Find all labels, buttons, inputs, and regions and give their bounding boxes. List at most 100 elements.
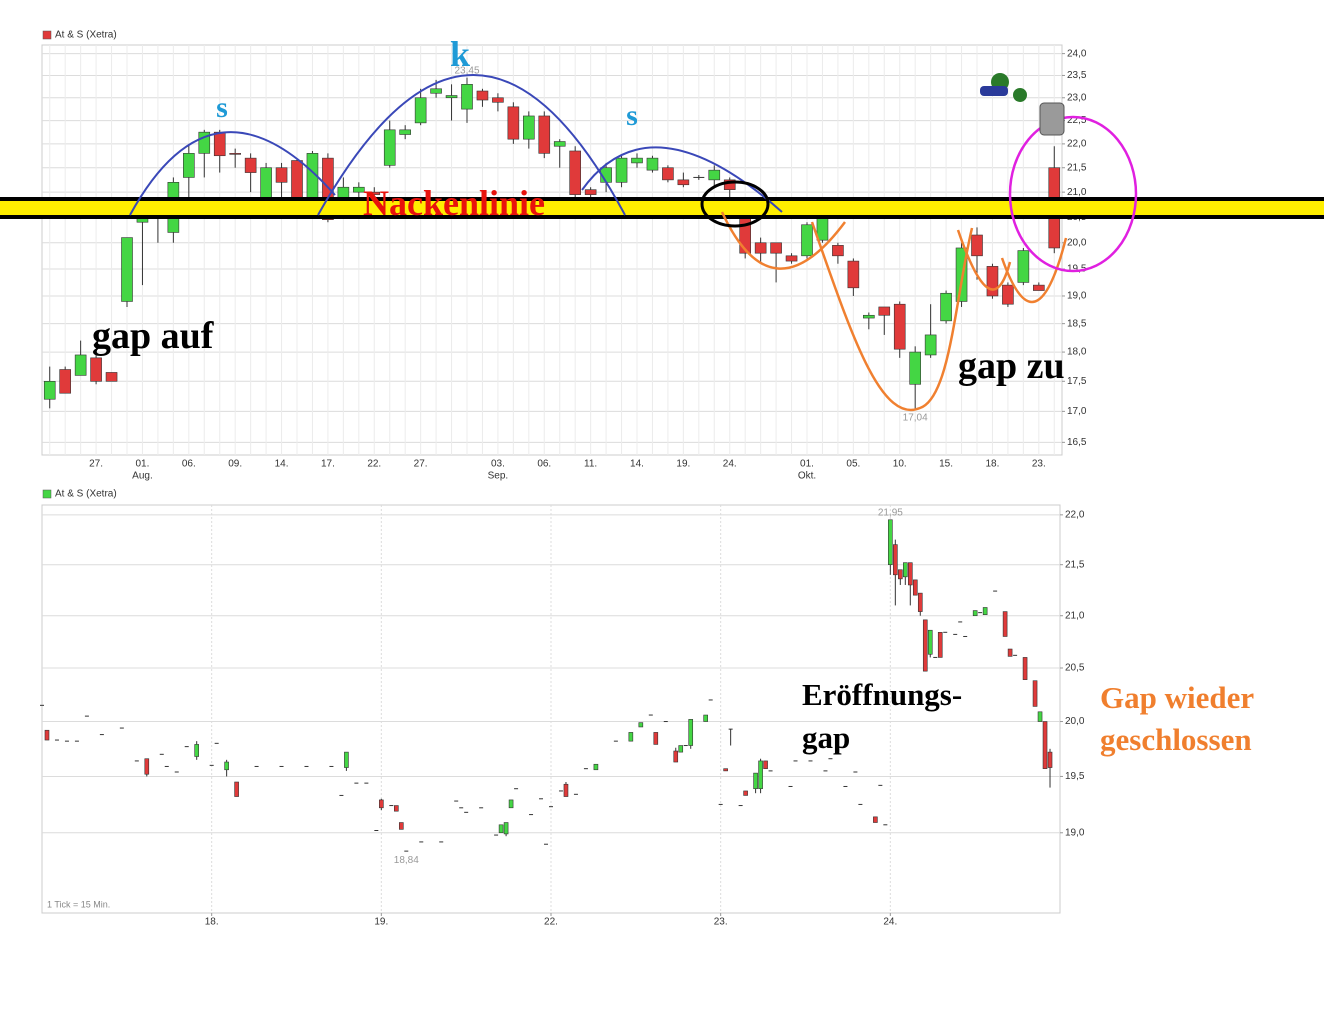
y-tick-label: 22,5 [1067, 115, 1087, 126]
candle-body [917, 592, 923, 612]
candle-body [194, 744, 199, 757]
x-tick-label: 17. [321, 459, 335, 470]
plot-area [41, 44, 1063, 456]
candle-body [584, 189, 597, 195]
candle-body [723, 768, 728, 772]
candle-body [677, 179, 690, 186]
x-tick-label: 24. [883, 917, 897, 928]
candle-body [90, 357, 102, 382]
candle-body [445, 95, 458, 99]
candle-body [907, 562, 913, 586]
legend-label: At & S (Xetra) [55, 30, 117, 41]
candle-body [662, 167, 674, 181]
candle-body [832, 245, 844, 257]
curve [720, 211, 847, 270]
y-tick-label: 22,0 [1067, 139, 1087, 150]
x-tick-label: 14. [275, 459, 289, 470]
y-tick-label: 20,0 [1065, 716, 1085, 727]
y-tick-label: 21,0 [1067, 187, 1087, 198]
candle-body [183, 153, 195, 178]
x-tick-label: 06. [182, 459, 196, 470]
x-tick-label: 18. [205, 917, 219, 928]
candle-body [144, 758, 150, 775]
candle-body [628, 732, 634, 742]
candle-body [893, 303, 906, 350]
neckline-band [0, 198, 1324, 218]
candle-body [638, 722, 644, 728]
y-tick-label: 21,5 [1065, 559, 1085, 570]
x-tick-label: 09. [228, 459, 242, 470]
candle-body [569, 150, 581, 195]
candle-body [398, 822, 404, 830]
candle-body [940, 292, 952, 322]
candle-body [763, 760, 768, 769]
candle-body [394, 805, 399, 812]
head-arc [317, 74, 626, 216]
annotation: gap auf [92, 315, 215, 357]
annotation: k [450, 34, 470, 74]
candle-body [523, 115, 535, 140]
candle-body [368, 191, 381, 195]
candle-body [878, 306, 891, 316]
legend-swatch [42, 30, 52, 40]
candle-body [770, 242, 782, 254]
candle-body [816, 216, 829, 241]
high-label: 23,45 [454, 65, 479, 76]
candle-body [646, 157, 659, 171]
candle-body [59, 369, 71, 394]
candle-body [1042, 721, 1048, 769]
candle-body [563, 783, 569, 797]
legend-swatch [42, 489, 52, 499]
candle-body [74, 354, 87, 376]
shoulder-arc [129, 131, 336, 216]
candle-body [982, 607, 988, 615]
x-tick-label: 23. [714, 917, 728, 928]
y-tick-label: 18,5 [1067, 318, 1087, 329]
candle-body [922, 619, 928, 672]
candle-body [937, 632, 943, 658]
x-tick-label: 22. [544, 917, 558, 928]
candle-body [507, 106, 520, 140]
x-tick-label: 06. [537, 459, 551, 470]
x-tick-label: 23. [1032, 459, 1046, 470]
candle-body [703, 714, 708, 722]
candle-body [379, 799, 384, 809]
candle-body [754, 242, 767, 254]
legend-label: At & S (Xetra) [55, 489, 117, 500]
annotation: geschlossen [1100, 722, 1252, 757]
note: 1 Tick = 15 Min. [47, 899, 110, 909]
x-month-label: Sep. [488, 471, 509, 482]
candle-body [1033, 284, 1045, 291]
candle-body [898, 569, 903, 580]
candle-body [43, 381, 56, 400]
annotation: gap [802, 720, 850, 755]
candle-body [430, 88, 442, 94]
x-tick-label: 19. [374, 917, 388, 928]
candle-body [344, 751, 349, 768]
annotation: Eröffnungs- [802, 677, 962, 712]
candle-body [213, 131, 226, 157]
candle-body [492, 97, 504, 103]
x-tick-label: 15. [939, 459, 953, 470]
y-tick-label: 19,0 [1067, 291, 1087, 302]
x-tick-label: 18. [986, 459, 1000, 470]
candle-body [888, 519, 893, 565]
y-tick-label: 19,0 [1065, 827, 1085, 838]
candle-body [1022, 657, 1028, 680]
annotation: gap zu [958, 345, 1065, 387]
candle-body [1037, 711, 1043, 722]
candle-body [306, 153, 319, 203]
x-tick-label: 24. [723, 459, 737, 470]
figure [980, 73, 1065, 136]
candle-body [275, 167, 288, 183]
y-tick-label: 18,0 [1067, 347, 1087, 358]
candle-body [224, 761, 229, 771]
candle-body [291, 160, 303, 203]
curve [810, 221, 974, 412]
y-tick-label: 17,5 [1067, 376, 1087, 387]
candle-body [1007, 648, 1013, 657]
y-tick-label: 21,0 [1065, 610, 1085, 621]
candle-body [498, 824, 504, 834]
y-tick-label: 20,5 [1065, 663, 1085, 674]
